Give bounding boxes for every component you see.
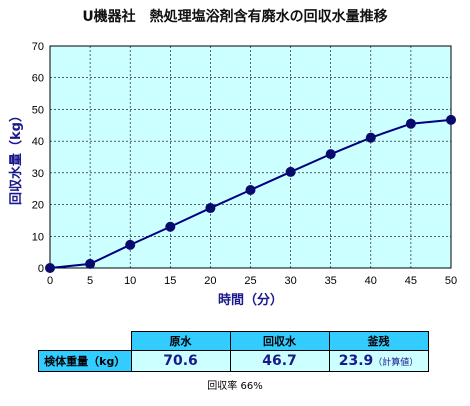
data-point — [446, 114, 456, 125]
data-point — [85, 258, 96, 269]
x-tick-label: 5 — [87, 275, 93, 287]
line-chart: 0 5 10 15 20 25 30 35 40 45 50 0 10 20 30 40 50 60 70 時間（分… — [8, 41, 457, 308]
data-point — [365, 132, 376, 143]
x-tick-label: 10 — [124, 275, 136, 287]
tick-labels: 0 5 10 15 20 25 30 35 40 45 50 0 10 20 30 40 50 60 70 — [32, 41, 457, 287]
x-axis-title: 時間（分） — [218, 292, 283, 308]
data-point — [245, 184, 256, 195]
row-label-sample-weight: 検体重量（kg） — [38, 350, 132, 372]
x-tick-label: 20 — [204, 275, 216, 287]
data-point — [405, 118, 416, 129]
grid-lines — [50, 46, 451, 268]
y-tick-label: 60 — [32, 73, 44, 85]
header-raw-water: 原水 — [130, 331, 231, 351]
table-row: 検体重量（kg） 70.6 46.7 23.9（計算値） — [38, 350, 429, 372]
table-header-row: 原水 回収水 釜残 — [39, 331, 429, 351]
y-tick-label: 50 — [32, 104, 44, 116]
summary-table: 原水 回収水 釜残 検体重量（kg） 70.6 46.7 23.9（計算値） — [38, 331, 429, 372]
y-tick-label: 70 — [32, 41, 44, 53]
y-tick-label: 20 — [32, 200, 44, 212]
value-residue-number: 23.9 — [338, 353, 374, 369]
series-layer — [45, 114, 456, 273]
x-tick-label: 15 — [164, 275, 176, 287]
x-tick-label: 25 — [244, 275, 256, 287]
header-residue: 釜残 — [328, 331, 429, 351]
value-recovered-water: 46.7 — [229, 350, 330, 372]
x-tick-label: 45 — [405, 275, 417, 287]
value-residue: 23.9（計算値） — [328, 350, 429, 372]
data-point — [285, 166, 296, 177]
data-point — [45, 263, 55, 273]
recovery-rate: 回収率 66% — [207, 381, 263, 392]
y-tick-label: 30 — [32, 168, 44, 180]
header-recovered-water: 回収水 — [229, 331, 330, 351]
x-tick-label: 50 — [445, 275, 457, 287]
y-tick-label: 0 — [38, 263, 44, 275]
x-tick-label: 30 — [284, 275, 296, 287]
x-tick-label: 35 — [325, 275, 337, 287]
value-raw-water: 70.6 — [130, 350, 231, 372]
y-tick-label: 40 — [32, 136, 44, 148]
value-residue-note: （計算値） — [373, 358, 419, 368]
data-point — [325, 149, 336, 160]
y-axis-title: 回収水量（kg） — [8, 109, 24, 205]
x-tick-label: 0 — [47, 275, 53, 287]
data-point — [125, 239, 136, 250]
chart-title: U機器社 熱処理塩浴剤含有廃水の回収水量推移 — [82, 9, 388, 25]
table-corner — [39, 332, 132, 351]
x-tick-label: 40 — [365, 275, 377, 287]
y-tick-label: 10 — [32, 231, 44, 243]
data-point — [165, 221, 176, 232]
data-point — [205, 203, 216, 214]
